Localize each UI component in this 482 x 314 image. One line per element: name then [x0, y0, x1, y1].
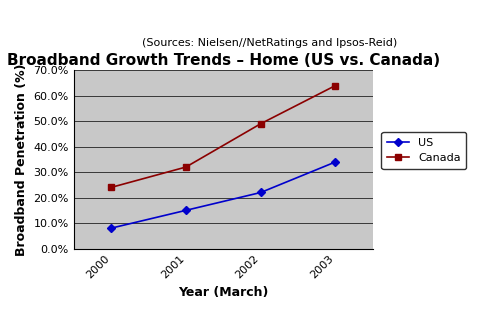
Line: US: US	[108, 159, 338, 231]
US	[183, 208, 189, 212]
Canada	[183, 165, 189, 169]
US	[258, 191, 264, 194]
Line: Canada: Canada	[108, 83, 338, 190]
US	[333, 160, 338, 164]
X-axis label: Year (March): Year (March)	[178, 286, 268, 299]
Legend: US, Canada: US, Canada	[381, 132, 466, 169]
Title: Broadband Growth Trends – Home (US vs. Canada): Broadband Growth Trends – Home (US vs. C…	[7, 53, 440, 68]
Y-axis label: Broadband Penetration (%): Broadband Penetration (%)	[15, 63, 28, 256]
US	[108, 226, 114, 230]
Canada	[108, 186, 114, 189]
Canada	[333, 84, 338, 87]
Text: (Sources: Nielsen//NetRatings and Ipsos-Reid): (Sources: Nielsen//NetRatings and Ipsos-…	[142, 38, 398, 48]
Canada	[258, 122, 264, 126]
